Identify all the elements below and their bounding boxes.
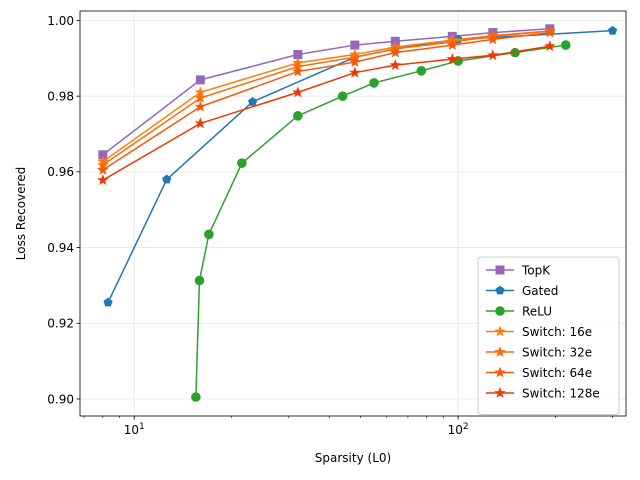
- data-point-relu: [416, 66, 427, 76]
- x-axis-label: Sparsity (L0): [315, 451, 391, 465]
- data-point-switch-128e: [446, 53, 459, 64]
- y-tick-label: 0.98: [47, 89, 74, 103]
- data-point-relu: [369, 78, 379, 88]
- series-relu: [191, 40, 571, 402]
- data-point-switch-128e: [487, 49, 499, 61]
- legend-label: Switch: 32e: [522, 345, 592, 359]
- legend-marker: [495, 265, 505, 275]
- legend-item-switch-16e[interactable]: Switch: 16e: [486, 325, 592, 339]
- y-tick-label: 0.92: [47, 317, 74, 331]
- data-point-relu: [204, 229, 214, 240]
- data-point-switch-64e: [97, 163, 109, 175]
- x-tick-label: 101: [124, 422, 145, 437]
- legend-marker: [494, 345, 506, 357]
- data-point-switch-64e: [446, 39, 459, 50]
- legend-item-switch-32e[interactable]: Switch: 32e: [486, 345, 592, 359]
- data-point-relu: [191, 392, 201, 402]
- data-point-switch-32e: [194, 91, 207, 103]
- data-point-relu: [337, 91, 348, 101]
- data-point-gated: [608, 25, 618, 35]
- y-tick-label: 1.00: [47, 14, 74, 28]
- y-tick-label: 0.94: [47, 241, 74, 255]
- legend-label: Gated: [522, 284, 558, 298]
- legend-item-gated[interactable]: Gated: [486, 284, 558, 298]
- x-tick-label: 102: [448, 422, 469, 437]
- grid-layer: [80, 11, 626, 416]
- ticks-layer: 0.90 0.92 0.94 0.96 0.98 1.00 101 102: [47, 14, 613, 437]
- legend-item-topk[interactable]: TopK: [486, 263, 551, 277]
- data-point-switch-64e: [194, 100, 207, 112]
- series-layer: [97, 24, 618, 402]
- legend-item-switch-64e[interactable]: Switch: 64e: [486, 366, 592, 380]
- series-switch-64e: [97, 26, 556, 175]
- legend-marker: [495, 306, 505, 316]
- plot-frame: [79, 10, 627, 417]
- legend-box: [477, 256, 620, 415]
- data-point-switch-128e: [544, 40, 556, 52]
- legend-item-switch-128e[interactable]: Switch: 128e: [486, 386, 600, 400]
- data-point-topk: [195, 75, 205, 85]
- data-point-relu: [237, 158, 247, 168]
- data-point-topk: [350, 40, 360, 50]
- legend-marker: [494, 366, 506, 378]
- legend-label: Switch: 16e: [522, 325, 592, 339]
- series-line-switch-16e: [102, 30, 550, 163]
- data-point-gated: [248, 97, 258, 106]
- legend-marker: [495, 285, 505, 295]
- series-line-topk: [102, 28, 550, 156]
- y-axis-label: Loss Recovered: [14, 167, 28, 260]
- y-tick-label: 0.96: [47, 165, 74, 179]
- data-point-switch-128e: [389, 59, 402, 71]
- data-point-relu: [293, 111, 303, 121]
- data-point-switch-64e: [487, 33, 499, 45]
- legend-marker: [494, 386, 506, 398]
- data-point-switch-64e: [544, 26, 556, 38]
- legend-marker: [494, 325, 506, 337]
- data-point-gated: [162, 174, 172, 184]
- data-point-relu: [194, 275, 205, 286]
- data-point-switch-128e: [349, 66, 361, 78]
- data-point-switch-128e: [292, 86, 304, 98]
- data-point-switch-128e: [194, 117, 207, 129]
- data-point-switch-64e: [389, 46, 402, 58]
- legend-label: ReLU: [522, 304, 552, 318]
- legend-label: TopK: [521, 263, 551, 277]
- data-point-gated: [103, 297, 113, 307]
- series-switch-128e: [97, 40, 556, 186]
- series-line-switch-64e: [102, 31, 550, 171]
- legend-label: Switch: 128e: [522, 386, 600, 400]
- y-tick-label: 0.90: [47, 392, 74, 406]
- data-point-switch-128e: [97, 174, 109, 186]
- series-line-switch-32e: [102, 30, 550, 166]
- legend[interactable]: TopK Gated ReLU Switch: 16e Switch: 32e Switc…: [477, 256, 620, 415]
- series-line-switch-128e: [102, 45, 550, 181]
- data-point-relu: [560, 40, 571, 50]
- data-point-switch-64e: [349, 56, 361, 68]
- data-point-switch-64e: [292, 65, 304, 77]
- legend-item-relu[interactable]: ReLU: [486, 304, 552, 318]
- legend-label: Switch: 64e: [522, 366, 592, 380]
